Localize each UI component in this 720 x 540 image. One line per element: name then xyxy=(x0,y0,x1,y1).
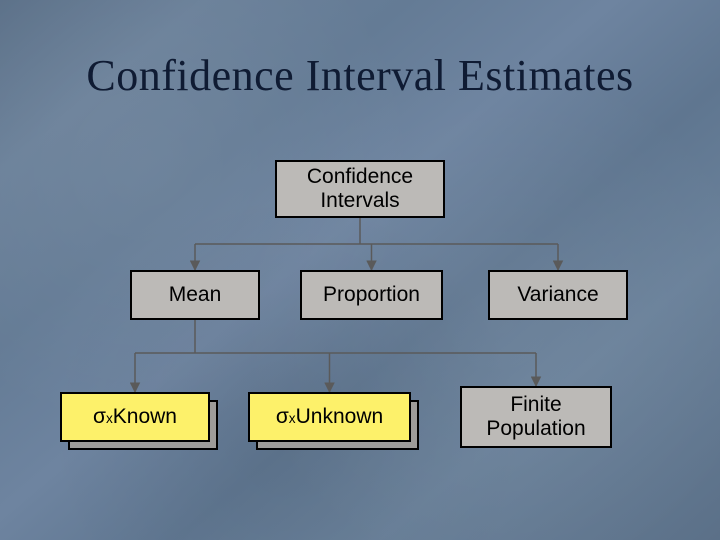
node-mean: Mean xyxy=(130,270,260,320)
slide: Confidence Interval Estimates Confidence… xyxy=(0,0,720,540)
node-variance: Variance xyxy=(488,270,628,320)
node-unknown: σx Unknown xyxy=(248,392,411,442)
node-known: σx Known xyxy=(60,392,210,442)
node-proportion: Proportion xyxy=(300,270,443,320)
node-finite: FinitePopulation xyxy=(460,386,612,448)
node-root: ConfidenceIntervals xyxy=(275,160,445,218)
slide-title: Confidence Interval Estimates xyxy=(0,50,720,101)
